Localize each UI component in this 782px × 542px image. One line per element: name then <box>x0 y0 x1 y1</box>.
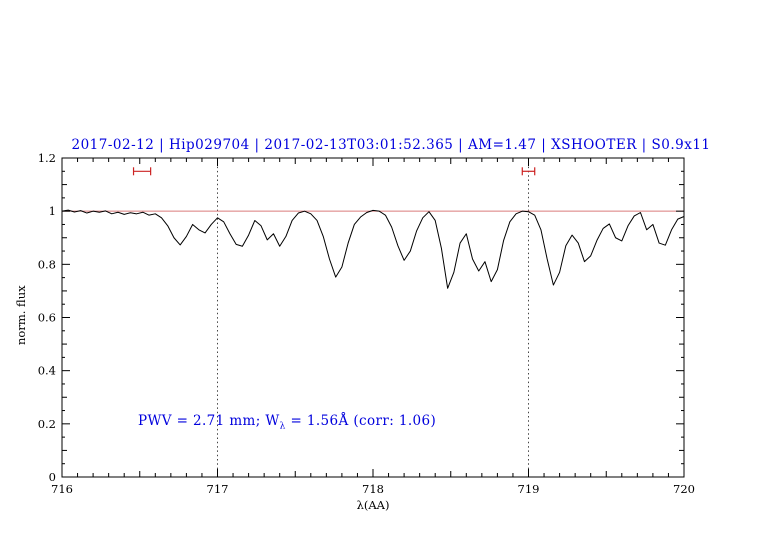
pwv-annotation-subscript: λ <box>279 421 286 432</box>
y-tick-label: 0.2 <box>38 417 56 431</box>
spectrum-line <box>61 209 685 289</box>
x-tick-label: 718 <box>362 482 384 496</box>
plot-title: 2017-02-12 | Hip029704 | 2017-02-13T03:0… <box>71 137 711 153</box>
x-tick-label: 719 <box>518 482 540 496</box>
y-tick-label: 1 <box>49 204 56 218</box>
x-tick-label: 720 <box>673 482 695 496</box>
x-tick-label: 716 <box>51 482 73 496</box>
y-tick-label: 0 <box>49 470 56 484</box>
pwv-annotation: PWV = 2.71 mm; Wλ = 1.56Å (corr: 1.06) <box>138 413 436 432</box>
pwv-annotation-suffix: = 1.56Å (corr: 1.06) <box>285 413 437 429</box>
x-tick-label: 717 <box>207 482 229 496</box>
x-axis-label: λ(AA) <box>356 498 390 512</box>
y-tick-label: 0.8 <box>38 257 56 271</box>
y-tick-label: 0.6 <box>38 311 56 325</box>
y-axis-label: norm. flux <box>14 285 28 345</box>
y-tick-label: 1.2 <box>38 151 56 165</box>
y-tick-label: 0.4 <box>38 364 56 378</box>
pwv-annotation-prefix: PWV = 2.71 mm; W <box>138 413 280 429</box>
